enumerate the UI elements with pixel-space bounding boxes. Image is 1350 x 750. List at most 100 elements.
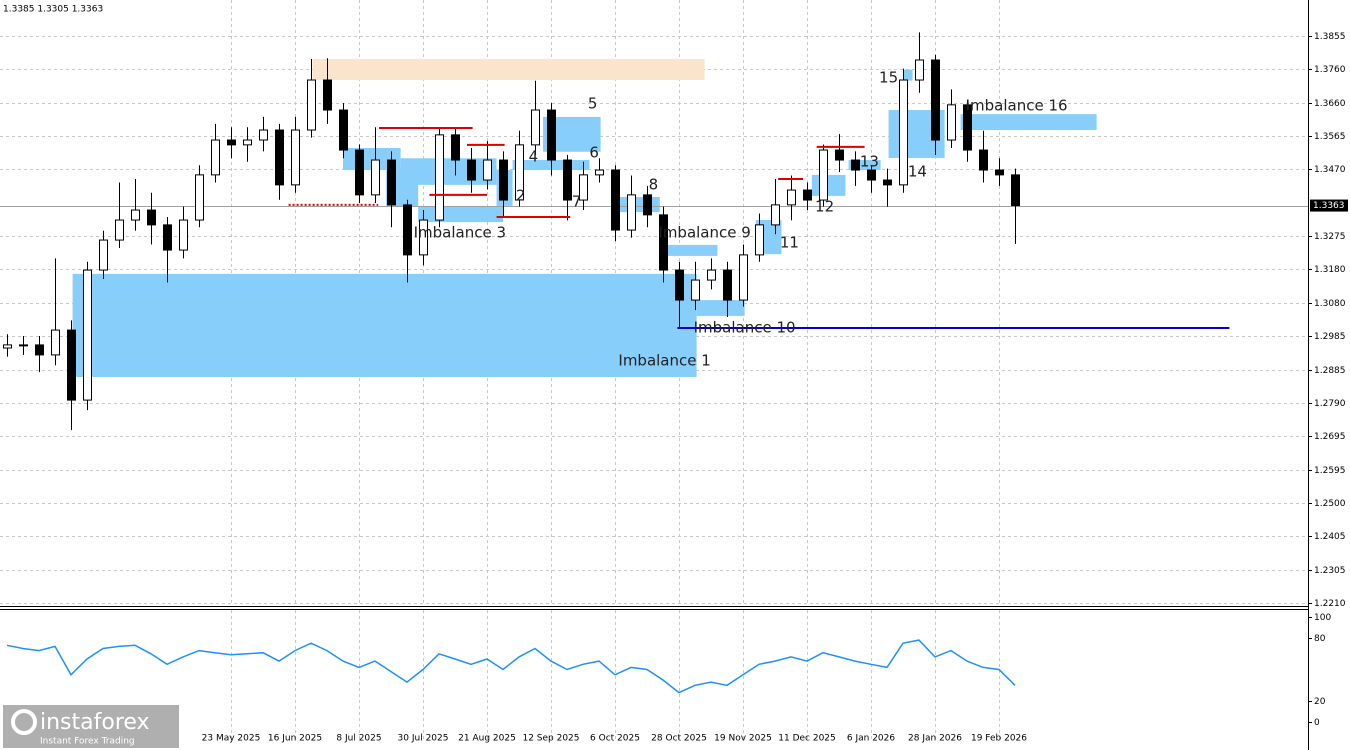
candle-body — [339, 109, 348, 151]
candle-body — [419, 219, 428, 256]
candle-body — [483, 159, 492, 181]
candle-body — [691, 279, 700, 301]
x-tick-label: 6 Oct 2025 — [590, 734, 640, 744]
candle-body — [819, 149, 828, 201]
annotation: 5 — [588, 94, 598, 112]
annotation: 6 — [589, 143, 599, 161]
current-price-label: 1.3363 — [1313, 201, 1345, 211]
candle-body — [547, 109, 556, 161]
x-tick-label: 11 Dec 2025 — [778, 734, 836, 744]
candle-body — [979, 149, 988, 171]
x-tick-label: 28 Jan 2026 — [908, 734, 962, 744]
candle-body — [563, 159, 572, 201]
candle-body — [51, 329, 60, 356]
candle-body — [163, 224, 172, 251]
candle-body — [371, 159, 380, 196]
y-tick-label: 0 — [1314, 718, 1320, 728]
candle-body — [323, 79, 332, 111]
annotation: 4 — [529, 147, 539, 165]
x-tick-label: 28 Oct 2025 — [651, 734, 707, 744]
candle-body — [947, 104, 956, 141]
watermark-brand: instaforex — [40, 710, 150, 735]
annotation: Imbalance 1 — [618, 352, 710, 370]
candle-body — [275, 129, 284, 186]
candle-body — [883, 179, 892, 186]
annotation: 12 — [815, 197, 834, 215]
annotation: 13 — [860, 152, 879, 170]
candle-body — [915, 59, 924, 81]
imbalance-zone — [811, 174, 846, 196]
candle-body — [179, 219, 188, 251]
y-tick-label: 1.2405 — [1314, 532, 1346, 542]
y-tick-label: 100 — [1314, 613, 1331, 623]
annotation: Imbalance 16 — [966, 96, 1068, 114]
x-tick-label: 21 Aug 2025 — [458, 734, 516, 744]
annotation: Imbalance 10 — [694, 319, 796, 337]
x-tick-label: 30 Jul 2025 — [398, 734, 449, 744]
imbalance-zone — [72, 273, 697, 377]
candle-body — [755, 224, 764, 256]
candle-body — [803, 189, 812, 201]
y-tick-label: 1.3660 — [1314, 99, 1346, 109]
candle-body — [659, 214, 668, 271]
candle-body — [387, 159, 396, 206]
y-tick-label: 20 — [1314, 697, 1326, 707]
x-tick-label: 19 Feb 2026 — [971, 734, 1027, 744]
annotation: 2 — [516, 186, 526, 204]
imbalance-zone — [312, 58, 705, 81]
candle-body — [243, 139, 252, 146]
indicator-line — [6, 639, 1016, 694]
candle-body — [403, 204, 412, 256]
y-tick-label: 1.3855 — [1314, 32, 1346, 42]
y-tick-label: 1.3080 — [1314, 299, 1346, 309]
x-tick-label: 8 Jul 2025 — [336, 734, 381, 744]
imbalance-zone — [418, 205, 503, 223]
annotation: Imbalance 3 — [414, 224, 506, 242]
candle-body — [931, 59, 940, 141]
candle-body — [211, 139, 220, 176]
candle-body — [739, 254, 748, 301]
candle-body — [771, 204, 780, 226]
watermark: instaforex Instant Forex Trading — [3, 705, 179, 748]
candle-body — [83, 269, 92, 401]
candle-body — [643, 194, 652, 216]
y-tick-label: 1.2305 — [1314, 566, 1346, 576]
imbalance-zone — [661, 244, 718, 256]
candle-body — [787, 189, 796, 206]
candle-body — [595, 169, 604, 176]
annotation: 8 — [649, 175, 659, 193]
y-tick-label: 1.3470 — [1314, 165, 1346, 175]
annotation: 7 — [572, 193, 582, 211]
candle-body — [195, 174, 204, 221]
candle-body — [851, 159, 860, 171]
annotation: 11 — [780, 233, 799, 251]
candle-body — [675, 269, 684, 301]
y-tick-label: 1.3565 — [1314, 132, 1346, 142]
annotation: 14 — [908, 163, 927, 181]
y-tick-label: 1.2790 — [1314, 399, 1346, 409]
watermark-icon — [11, 709, 37, 735]
candle-body — [435, 134, 444, 221]
y-tick-label: 1.2885 — [1314, 366, 1346, 376]
y-tick-label: 80 — [1314, 634, 1326, 644]
y-tick-label: 1.2595 — [1314, 466, 1346, 476]
candle-body — [307, 79, 316, 131]
candle-body — [227, 139, 236, 146]
imbalance-zone — [618, 196, 660, 213]
imbalance-zone — [960, 114, 1097, 131]
x-tick-label: 12 Sep 2025 — [522, 734, 579, 744]
candle-body — [259, 129, 268, 141]
y-tick-label: 1.2500 — [1314, 499, 1346, 509]
candle-body — [611, 169, 620, 231]
candle-body — [3, 344, 12, 349]
imbalance-zone — [903, 69, 913, 81]
candle-body — [115, 219, 124, 241]
candle-body — [579, 174, 588, 201]
x-tick-label: 19 Nov 2025 — [714, 734, 772, 744]
annotation: Imbalance 9 — [658, 224, 750, 242]
watermark-tagline: Instant Forex Trading — [40, 737, 135, 747]
candle-body — [67, 329, 76, 401]
candle-body — [355, 149, 364, 196]
candle-body — [451, 134, 460, 161]
candle-body — [531, 109, 540, 146]
